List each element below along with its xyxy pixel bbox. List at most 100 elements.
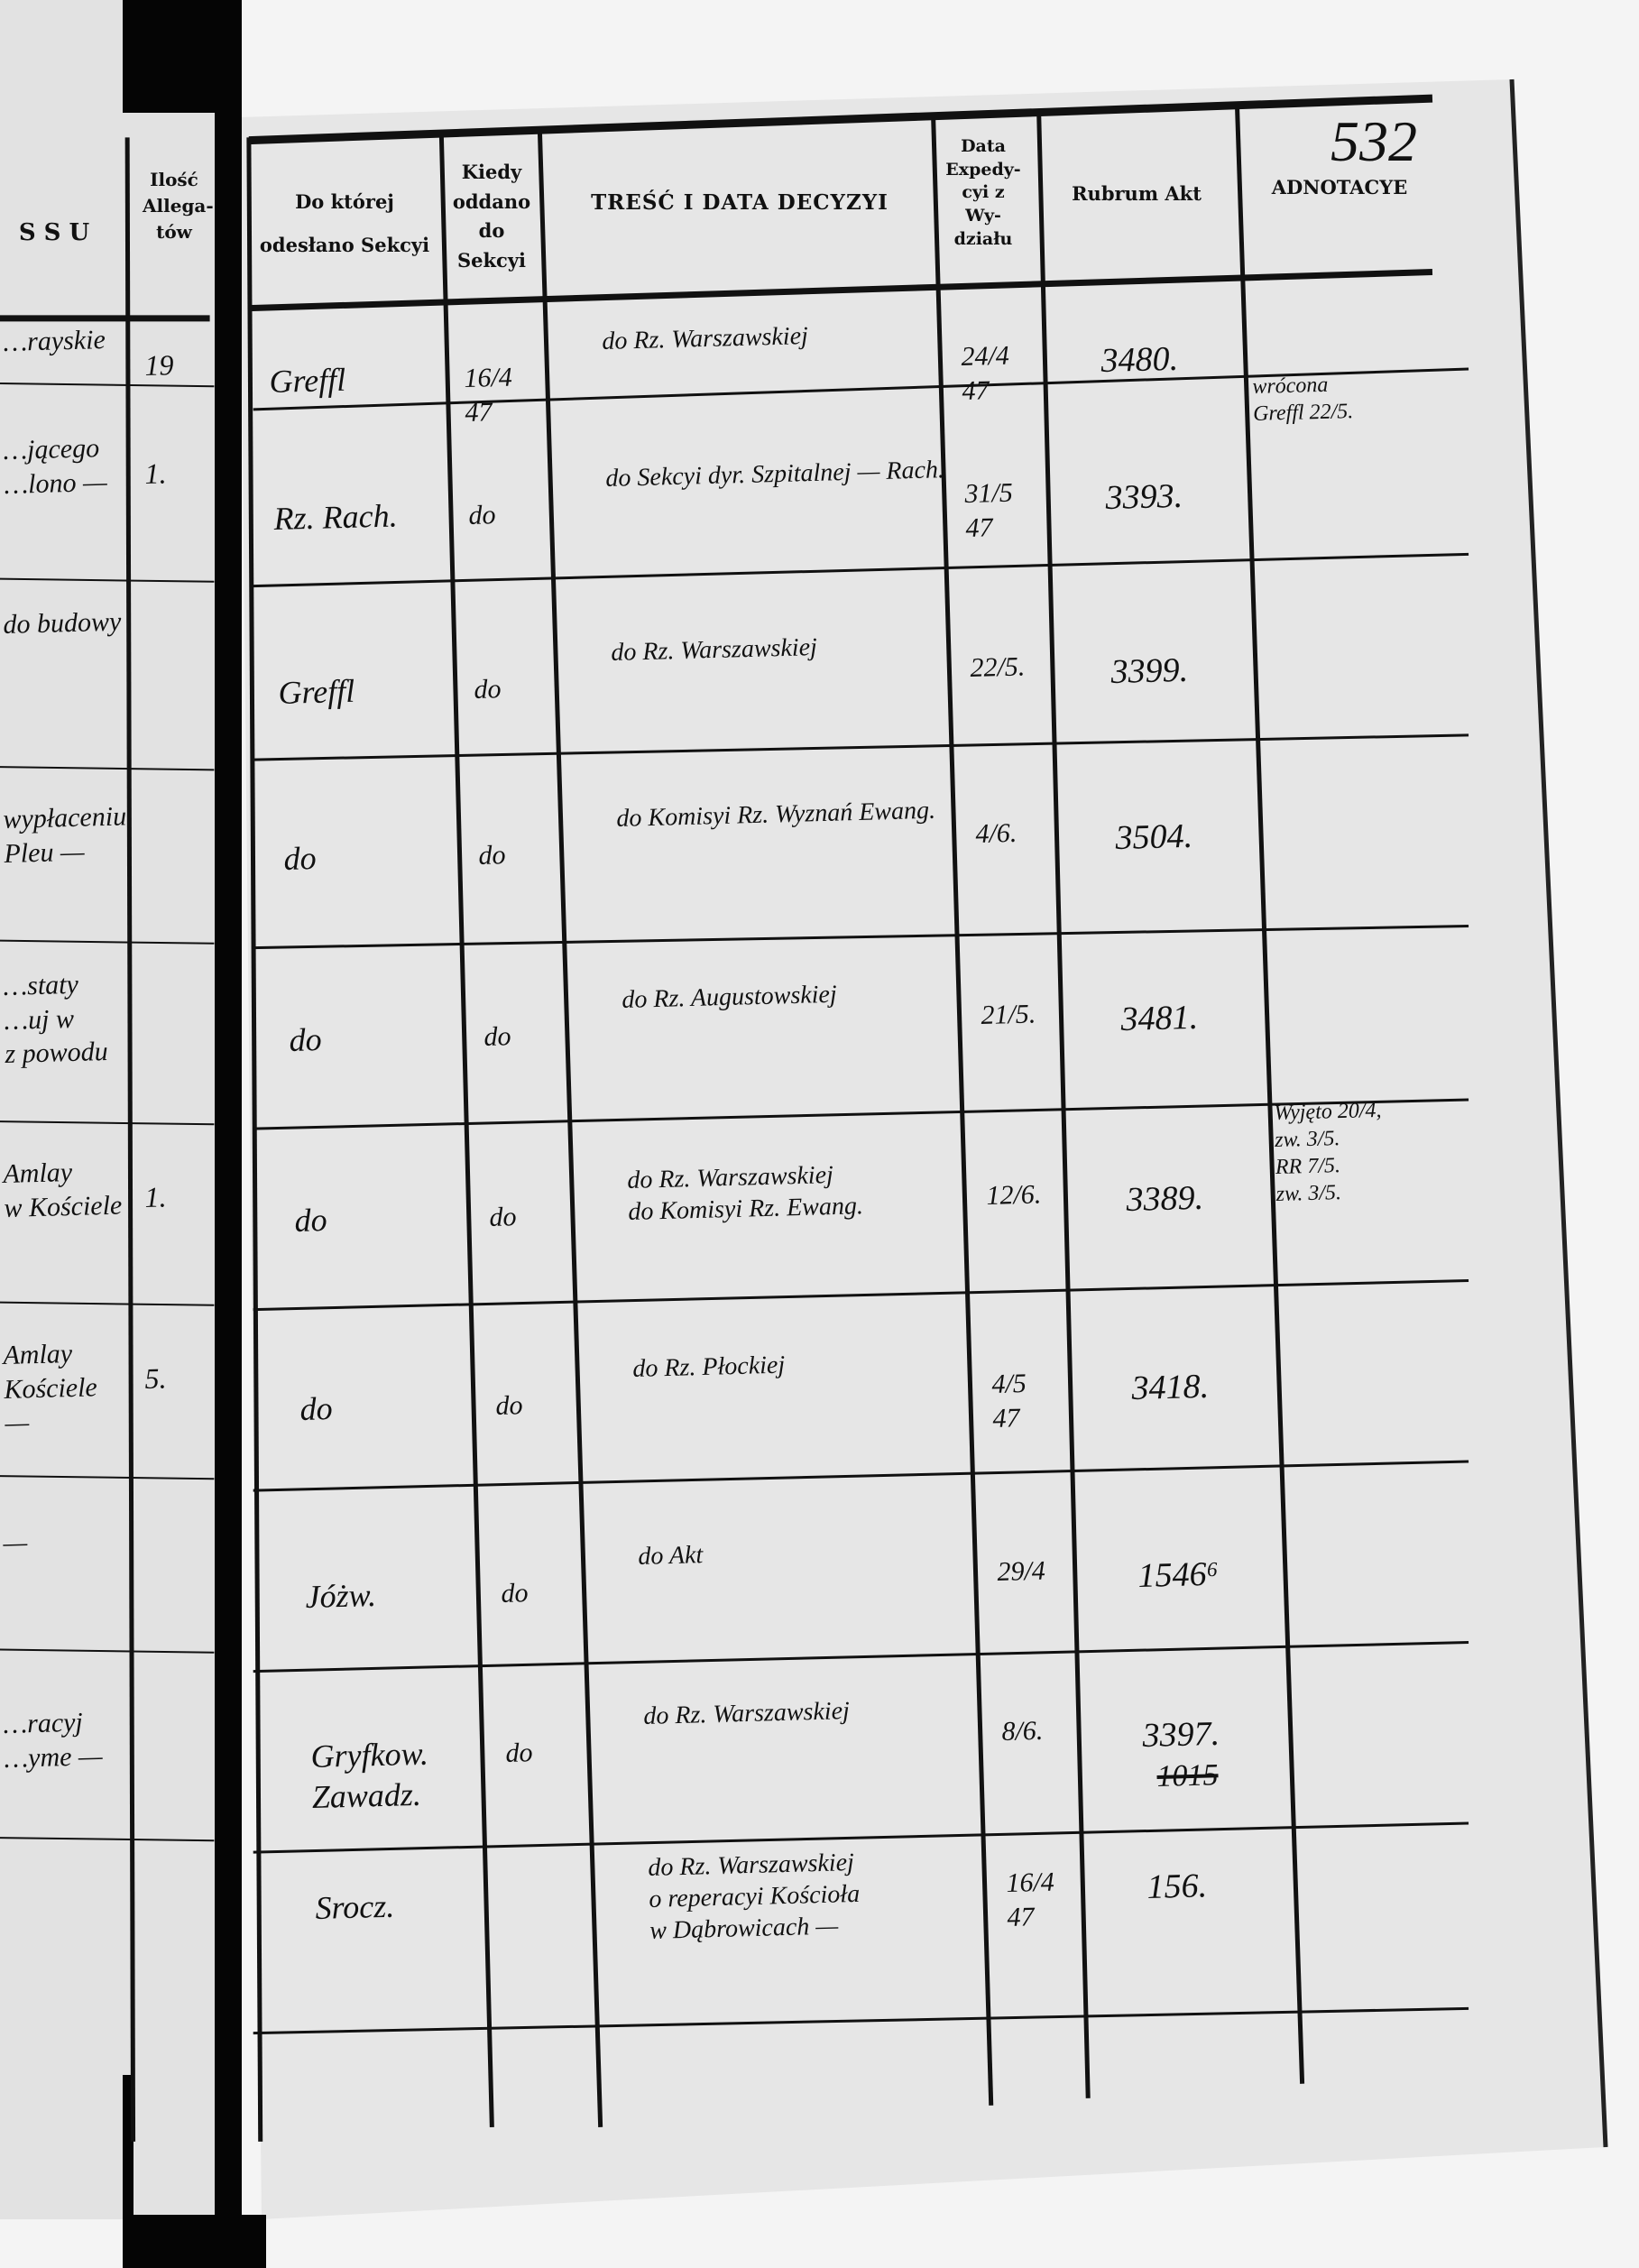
cell-department: do [288,1020,322,1058]
row-rule [253,733,1469,761]
header-bottom-rule [248,269,1433,312]
cell-department: do [282,840,317,878]
cell-when-sent: do [494,1390,523,1421]
cell-content: do Rz. Augustowskiej [621,980,837,1014]
header-top-rule [248,94,1433,145]
left-margin-edge [123,2075,134,2268]
cell-when-sent: 16/4 47 [464,362,513,428]
cell-when-sent: do [500,1578,529,1609]
row-rule [0,766,215,771]
column-rule [537,127,603,2127]
cell-content: do Rz. Warszawskiej do Komisyi Rz. Ewang… [626,1161,864,1227]
left-header-fragment: S S U [18,219,90,246]
cell-dispatch-date: 8/6. [1001,1715,1045,1747]
cell-department: do [299,1389,334,1427]
header-content: TREŚĆ I DATA DECYZYI [591,190,889,215]
header-annotations: ADNOTACYE [1271,176,1408,198]
left-page-fragment: …jącego …lono — [3,433,108,500]
cell-dispatch-date: 12/6. [985,1179,1042,1212]
cell-rubrum: 156. [1146,1867,1208,1907]
book-spine [215,0,242,2268]
cell-rubrum: 3397. [1142,1714,1220,1755]
bottom-dark-edge [131,2215,266,2268]
cell-rubrum: 3418. [1131,1367,1211,1407]
row-rule [0,577,215,583]
cell-when-sent: do [478,840,507,871]
cell-rubrum: 3481. [1120,998,1199,1038]
row-rule [0,939,215,945]
row-rule [0,1837,215,1842]
cell-department: Rz. Rach. [272,497,398,538]
header-rubrum: Rubrum Akt [1072,182,1202,205]
row-rule [253,2006,1469,2035]
header-department: Do której odesłano Sekcyi [259,190,430,257]
cell-annotation: Wyjęto 20/4, zw. 3/5. RR 7/5. zw. 3/5. [1273,1098,1382,1206]
left-page-allegat-count: 5. [144,1361,168,1395]
row-rule [0,1648,215,1654]
left-page-fragment: …rayskie [3,324,106,357]
cell-dispatch-date: 31/5 47 [964,477,1014,543]
left-page-allegat-count: 19 [144,348,175,382]
left-page [0,0,226,2219]
cell-department: Gryfkow. Zawadz. [309,1735,429,1815]
cell-when-sent: do [489,1202,518,1233]
page-edge [1509,78,1608,2148]
row-rule [253,1098,1469,1130]
cell-rubrum: 3399. [1110,650,1189,691]
top-dark-band [123,0,231,113]
cell-content: do Akt [638,1541,704,1572]
cell-dispatch-date: 29/4 [997,1555,1046,1588]
cell-dispatch-date: 4/6. [974,818,1017,850]
cell-annotation: wrócona Greffl 22/5. [1252,373,1355,426]
left-page-allegat-count: 1. [144,1180,168,1214]
cell-when-sent: do [483,1021,512,1052]
cell-dispatch-date: 24/4 47 [960,340,1009,406]
cell-content: do Rz. Płockiej [632,1351,786,1383]
row-rule [253,367,1469,411]
cell-rubrum: 3504. [1115,817,1193,858]
header-dispatch-date: Data Expedy-cyi z Wy-działu [945,136,1021,249]
left-page-fragment: wypłaceniu Pleu — [3,801,127,869]
cell-when-sent: do [473,674,502,705]
page-number: 532 [1331,109,1417,173]
column-rule [1234,104,1305,2084]
column-rule [1036,113,1091,2098]
row-rule [253,1641,1469,1673]
row-rule [0,1301,215,1306]
column-rule [246,137,263,2142]
cell-department: Greffl [268,361,346,400]
row-rule [253,925,1469,950]
column-rule [438,130,494,2127]
cell-rubrum: 1546⁶ [1137,1554,1219,1596]
cell-content: do Rz. Warszawskiej [611,632,818,667]
cell-when-sent: do [505,1738,534,1768]
row-rule [253,1460,1469,1492]
cell-department: Jóżw. [305,1577,377,1616]
cell-dispatch-date: 21/5. [980,999,1036,1030]
row-rule [0,1120,215,1126]
left-page-fragment: Amlay w Kościele [3,1157,123,1223]
cell-dispatch-date: 4/5 47 [990,1368,1027,1434]
row-rule [253,1821,1469,1854]
left-page-fragment: …staty …uj w z powodu [3,969,109,1069]
cell-department: Greffl [278,672,356,711]
left-page-fragment: Amlay Kościele — [3,1338,98,1438]
cell-department: Srocz. [314,1887,395,1927]
right-page [239,79,1606,2219]
cell-rubrum: 3389. [1126,1179,1204,1220]
cell-department: do [293,1202,327,1240]
cell-rubrum-struck: 1015 [1156,1758,1219,1793]
row-rule [253,552,1469,588]
cell-rubrum: 3393. [1104,477,1183,518]
left-page-fragment: …racyj …yme — [3,1707,104,1774]
cell-dispatch-date: 22/5. [970,651,1026,683]
row-rule [0,383,215,388]
left-page-fragment: — [3,1527,28,1559]
column-rule [124,137,136,2142]
cell-when-sent: do [468,500,496,531]
cell-rubrum: 3480. [1100,339,1179,380]
cell-content: do Rz. Warszawskiej [642,1696,850,1730]
row-rule [253,1279,1469,1312]
